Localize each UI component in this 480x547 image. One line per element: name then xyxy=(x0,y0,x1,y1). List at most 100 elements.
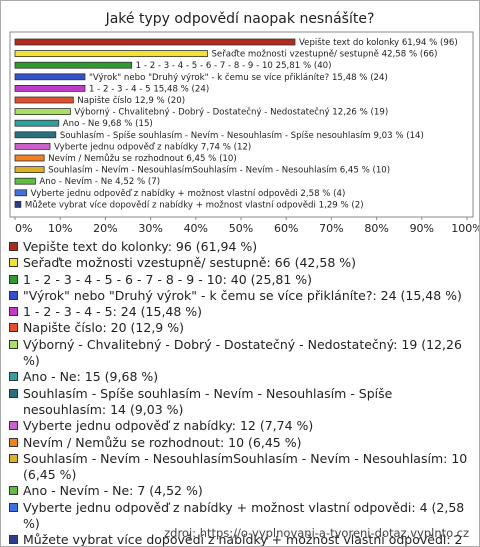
bar-label: Napište číslo 12,9 % (20) xyxy=(77,95,185,106)
legend-item: Nevím / Nemůžu se rozhodnout: 10 (6,45 %… xyxy=(9,435,471,451)
legend-swatch xyxy=(9,307,18,317)
bar-category: Vyberte jednu odpověď z nabídky + možnos… xyxy=(31,187,298,198)
x-tick-label: 10% xyxy=(48,222,72,235)
legend-swatch xyxy=(9,421,18,431)
bar xyxy=(14,189,28,197)
legend-swatch xyxy=(9,258,18,268)
bar xyxy=(14,119,60,127)
x-tick-label: 40% xyxy=(184,222,208,235)
legend-swatch xyxy=(9,323,18,333)
legend-label: Napište číslo: 20 (12,9 %) xyxy=(23,320,184,336)
x-tick-label: 20% xyxy=(93,222,117,235)
x-tick-label: 50% xyxy=(229,222,253,235)
value-label: 15,48 % (24) xyxy=(153,84,209,94)
legend-label: Můžete vybrat více dopovědí z nabídky + … xyxy=(23,532,463,547)
bar-label: Můžete vybrat více dopovědí z nabídky + … xyxy=(25,199,364,210)
value-label: 6,45 % (10) xyxy=(340,165,390,175)
value-label: 1,29 % (2) xyxy=(319,200,364,210)
legend-item: Souhlasím - Spíše souhlasím - Nevím - Ne… xyxy=(9,386,471,419)
legend-item: "Výrok" nebo "Druhý výrok" - k čemu se v… xyxy=(9,288,471,304)
bar-category: Vyberte jednu odpověď z nabídky xyxy=(54,141,198,152)
legend-item: Napište číslo: 20 (12,9 %) xyxy=(9,320,471,336)
value-label: 42,58 % (66) xyxy=(382,49,438,59)
legend-item: Vyberte jednu odpověď z nabídky: 12 (7,7… xyxy=(9,418,471,434)
legend-label: 1 - 2 - 3 - 4 - 5 - 6 - 7 - 8 - 9 - 10: … xyxy=(23,271,313,287)
bar-category: Seřaďte možnosti vzestupně/ sestupně xyxy=(211,48,378,59)
value-label: 61,94 % (96) xyxy=(402,38,458,48)
bar-category: Ano - Nevím - Ne xyxy=(39,177,112,187)
legend-label: Ano - Ne: 15 (9,68 %) xyxy=(23,369,159,385)
legend-label: Výborný - Chvalitebný - Dobrý - Dostateč… xyxy=(23,336,462,369)
bar-label: Souhlasím - Nevím - NesouhlasímSouhlasím… xyxy=(48,165,390,175)
legend-item: Ano - Ne: 15 (9,68 %) xyxy=(9,369,471,385)
source: zdroj: https://o-vyplnovani-a-tvoreni-do… xyxy=(164,526,469,540)
bar-label: "Výrok" nebo "Druhý výrok" - k čemu se v… xyxy=(89,71,388,82)
bar xyxy=(14,154,45,162)
legend: Vepište text do kolonky: 96 (61,94 %) Seř… xyxy=(9,239,471,547)
bar xyxy=(14,200,22,208)
bar-label: Vyberte jednu odpověď z nabídky 7,74 % (… xyxy=(54,141,251,152)
legend-item: Výborný - Chvalitebný - Dobrý - Dostateč… xyxy=(9,337,471,370)
bar-label: Seřaďte možnosti vzestupně/ sestupně 42,… xyxy=(211,48,437,59)
legend-swatch xyxy=(9,535,18,545)
legend-label: "Výrok" nebo "Druhý výrok" - k čemu se v… xyxy=(23,287,462,303)
legend-label: Ano - Nevím - Ne: 7 (4,52 %) xyxy=(23,483,203,499)
value-label: 9,03 % (14) xyxy=(373,130,423,140)
bar-label: Souhlasím - Spíše souhlasím - Nevím - Ne… xyxy=(60,129,424,140)
value-label: 12,26 % (19) xyxy=(332,107,388,117)
bar-category: Můžete vybrat více dopovědí z nabídky + … xyxy=(25,199,316,210)
bar-category: Napište číslo xyxy=(77,95,132,106)
legend-label: Vyberte jednu odpověď z nabídky: 12 (7,7… xyxy=(23,418,314,434)
bar xyxy=(14,177,36,185)
bar xyxy=(14,142,51,150)
legend-label: Souhlasím - Spíše souhlasím - Nevím - Ne… xyxy=(23,385,393,417)
x-tick-label: 80% xyxy=(364,222,388,235)
legend-item: 1 - 2 - 3 - 4 - 5 - 6 - 7 - 8 - 9 - 10: … xyxy=(9,272,471,288)
legend-label: Souhlasím - Nevím - NesouhlasímSouhlasím… xyxy=(23,450,468,483)
legend-swatch xyxy=(9,437,18,447)
legend-item: Ano - Nevím - Ne: 7 (4,52 %) xyxy=(9,483,471,499)
legend-swatch xyxy=(9,372,18,382)
legend-label: 1 - 2 - 3 - 4 - 5: 24 (15,48 %) xyxy=(23,304,203,320)
bar xyxy=(14,85,86,92)
bar-category: Výborný - Chvalitebný - Dobrý - Dostateč… xyxy=(74,106,329,117)
bar xyxy=(14,61,133,69)
legend-label: Vyberte jednu odpověď z nabídky + možnos… xyxy=(23,499,465,532)
value-label: 6,45 % (10) xyxy=(186,154,236,164)
x-tick-label: 0% xyxy=(15,222,32,235)
value-label: 25,81 % (40) xyxy=(276,61,332,71)
bar-label: 1 - 2 - 3 - 4 - 5 - 6 - 7 - 8 - 9 - 10 2… xyxy=(136,61,332,71)
value-label: 12,9 % (20) xyxy=(135,96,185,106)
legend-swatch xyxy=(9,274,18,284)
x-tick-label: 100% xyxy=(451,222,479,235)
bar-label: Vyberte jednu odpověď z nabídky + možnos… xyxy=(31,187,346,198)
bar-label: Nevím / Nemůžu se rozhodnout 6,45 % (10) xyxy=(48,153,237,164)
value-label: 7,74 % (12) xyxy=(201,142,251,152)
chart: Jaké typy odpovědí naopak nesnášíte? 0% 1… xyxy=(9,11,479,235)
bar xyxy=(14,38,296,46)
bar-label: 1 - 2 - 3 - 4 - 5 15,48 % (24) xyxy=(89,84,209,94)
legend-item: Seřaďte možnosti vzestupně/ sestupně: 66… xyxy=(9,255,471,271)
bar-category: Nevím / Nemůžu se rozhodnout xyxy=(48,153,184,164)
bar xyxy=(14,166,45,174)
legend-swatch xyxy=(9,290,18,300)
chart-title: Jaké typy odpovědí naopak nesnášíte? xyxy=(105,11,375,27)
bar-category: 1 - 2 - 3 - 4 - 5 xyxy=(89,84,151,94)
legend-label: Seřaďte možnosti vzestupně/ sestupně: 66… xyxy=(23,255,356,271)
x-tick-label: 70% xyxy=(319,222,343,235)
bar-category: Souhlasím - Nevím - NesouhlasímSouhlasím… xyxy=(48,165,337,175)
value-label: 9,68 % (15) xyxy=(102,119,152,129)
legend-swatch xyxy=(9,453,18,463)
x-tick-label: 90% xyxy=(410,222,434,235)
legend-swatch xyxy=(9,502,18,512)
value-label: 15,48 % (24) xyxy=(332,72,388,82)
bar-category: Souhlasím - Spíše souhlasím - Nevím - Ne… xyxy=(60,129,371,140)
bar xyxy=(14,96,74,104)
bar xyxy=(14,73,86,81)
bar-label: Ano - Nevím - Ne 4,52 % (7) xyxy=(39,177,160,187)
legend-label: Nevím / Nemůžu se rozhodnout: 10 (6,45 %… xyxy=(23,434,302,450)
bar-category: Ano - Ne xyxy=(63,119,100,129)
bar-category: 1 - 2 - 3 - 4 - 5 - 6 - 7 - 8 - 9 - 10 xyxy=(136,61,273,71)
bar-label: Ano - Ne 9,68 % (15) xyxy=(63,119,153,129)
